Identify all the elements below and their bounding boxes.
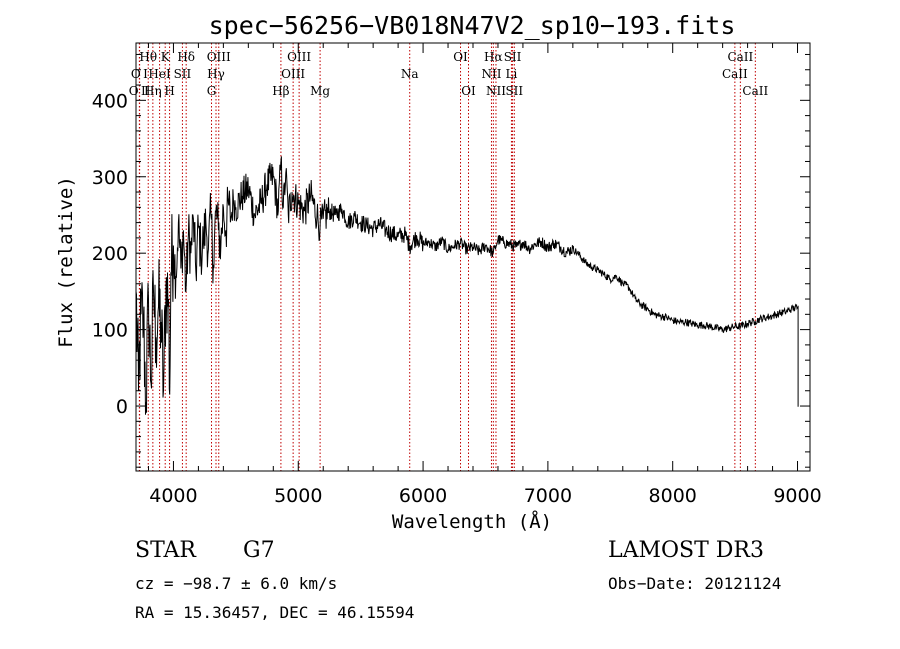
spectral-line-label: CaII [727, 50, 753, 64]
survey-name: LAMOST DR3 [608, 538, 764, 563]
x-tick-label: 4000 [149, 485, 197, 507]
spectral-line-label: G [207, 84, 217, 98]
y-tick-label: 100 [92, 320, 128, 342]
spectral-line-label: O II [129, 84, 151, 98]
spectral-lines-layer [138, 43, 756, 471]
spectral-line-label: HeI [148, 67, 171, 81]
axis-ticks: 4000 5000 6000 7000 8000 9000 0 100 200 300 400 [92, 43, 822, 507]
x-tick-label: 5000 [274, 485, 322, 507]
spectral-line-label: OIII [281, 67, 305, 81]
y-axis-label: Flux (relative) [55, 176, 77, 348]
spectral-line-label: OIII [287, 50, 311, 64]
spectral-line-label: O I [131, 67, 148, 81]
observation-date: Obs−Date: 20121124 [608, 574, 782, 593]
x-tick-label: 9000 [773, 485, 821, 507]
chart-title: spec−56256−VB018N47V2_sp10−193.fits [209, 11, 736, 40]
spectral-line-label: SII [505, 84, 523, 98]
x-tick-label: 8000 [649, 485, 697, 507]
spectral-line-label: Hα [484, 50, 503, 64]
x-tick-label: 7000 [524, 485, 572, 507]
spectral-line-label: Hγ [207, 67, 225, 81]
plot-frame [135, 42, 811, 472]
y-tick-label: 300 [92, 167, 128, 189]
spectral-line-label: SII [174, 67, 192, 81]
spectral-line-label: OI [461, 84, 476, 98]
spectral-line-label: NII [481, 67, 501, 81]
spectral-line-label: OIII [207, 50, 231, 64]
spectral-line-label: SII [504, 50, 522, 64]
x-axis-label: Wavelength (Å) [392, 510, 552, 533]
spectral-line-label: Mg [310, 84, 330, 98]
spectral-line-label: OI [453, 50, 468, 64]
spectral-line-label: CaII [722, 67, 748, 81]
spectral-line-label: K [161, 50, 171, 64]
spectral-line-labels: O IO IIHθHηHeIKHSIIHδGHγOIIIHβOIIIOIIIMg… [129, 50, 769, 98]
spectral-line-label: Hθ [139, 50, 157, 64]
y-tick-label: 400 [92, 90, 128, 112]
spectral-line-label: NII [486, 84, 506, 98]
object-class: STAR [135, 538, 196, 563]
spectral-line-label: Hδ [177, 50, 195, 64]
coordinates: RA = 15.36457, DEC = 46.15594 [135, 603, 415, 622]
spectrum-series [135, 156, 799, 415]
spectral-line-label: Na [401, 67, 419, 81]
x-tick-label: 6000 [399, 485, 447, 507]
spectral-line-label: Li [506, 67, 518, 81]
y-tick-label: 200 [92, 243, 128, 265]
redshift-velocity: cz = −98.7 ± 6.0 km/s [135, 574, 338, 593]
y-tick-label: 0 [116, 396, 128, 418]
flux-line [135, 156, 799, 415]
spectral-line-label: CaII [742, 84, 768, 98]
object-subclass: G7 [243, 538, 275, 563]
spectral-line-label: H [164, 84, 174, 98]
spectral-line-label: Hη [144, 84, 162, 98]
spectral-line-label: Hβ [272, 84, 289, 98]
